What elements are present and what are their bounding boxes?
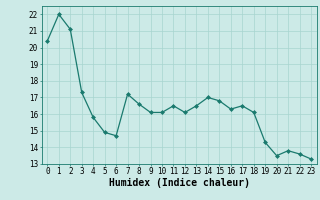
X-axis label: Humidex (Indice chaleur): Humidex (Indice chaleur) [109,178,250,188]
